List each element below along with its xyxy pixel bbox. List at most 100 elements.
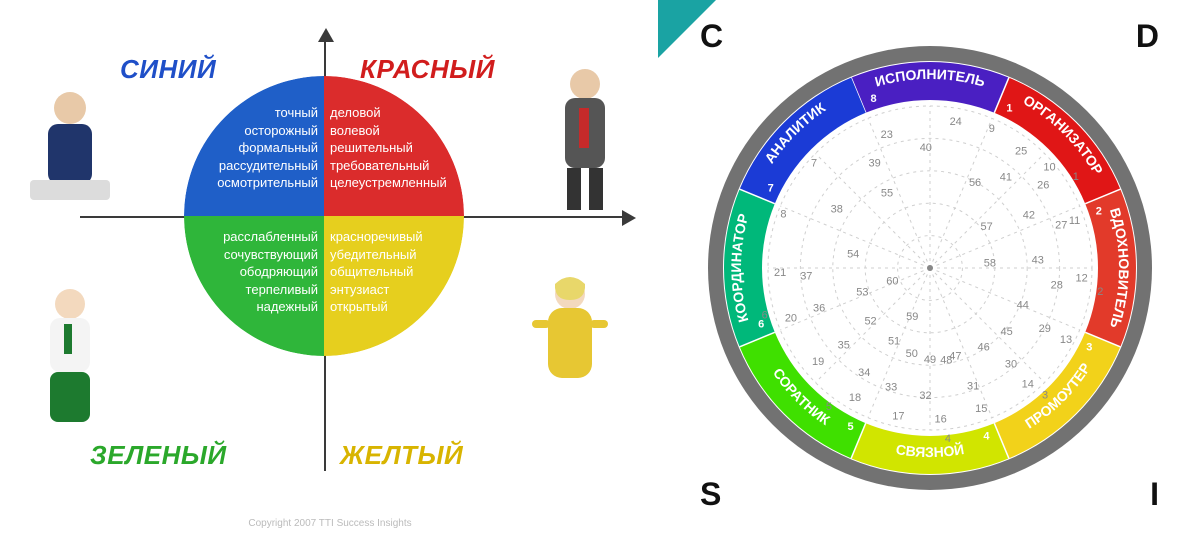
grid-number: 50 [905, 347, 917, 359]
grid-number: 31 [966, 380, 978, 392]
trait-yellow: общительный [330, 263, 423, 281]
traits-blue: точныйосторожныйформальныйрассудительный… [217, 104, 318, 192]
trait-red: волевой [330, 122, 447, 140]
traits-red: деловойволевойрешительныйтребовательныйц… [330, 104, 447, 192]
segment-tick: 4 [983, 430, 990, 442]
segment-tick: 2 [1095, 205, 1101, 217]
grid-number: 46 [977, 341, 989, 353]
wheel: ИСПОЛНИТЕЛЬОРГАНИЗАТОРВДОХНОВИТЕЛЬПРОМОУ… [700, 38, 1160, 498]
grid-number: 26 [1037, 179, 1049, 191]
trait-red: целеустремленный [330, 174, 447, 192]
grid-number: 43 [1031, 254, 1043, 266]
trait-blue: рассудительный [217, 157, 318, 175]
grid-number: 42 [1022, 209, 1034, 221]
grid-number: 54 [847, 248, 859, 260]
four-color-quadrant-diagram: точныйосторожныйформальныйрассудительный… [0, 0, 660, 535]
grid-number: 40 [919, 141, 931, 153]
trait-yellow: убедительный [330, 246, 423, 264]
grid-number: 35 [837, 339, 849, 351]
trait-red: решительный [330, 139, 447, 157]
grid-number: 30 [1004, 358, 1016, 370]
title-blue: СИНИЙ [120, 54, 216, 85]
grid-number: 18 [848, 391, 860, 403]
trait-blue: осторожный [217, 122, 318, 140]
grid-number: 52 [864, 315, 876, 327]
trait-blue: осмотрительный [217, 174, 318, 192]
grid-number: 29 [1038, 322, 1050, 334]
grid-number: 8 [780, 208, 786, 220]
grid-number: 55 [880, 187, 892, 199]
grid-number: 57 [980, 220, 992, 232]
grid-number: 27 [1055, 219, 1067, 231]
grid-number: 7 [811, 157, 817, 169]
traits-yellow: красноречивыйубедительныйобщительныйэнту… [330, 228, 423, 316]
trait-blue: точный [217, 104, 318, 122]
grid-number: 28 [1050, 279, 1062, 291]
grid-number: 53 [856, 286, 868, 298]
segment-tick: 8 [870, 93, 876, 105]
grid-number: 58 [983, 257, 995, 269]
grid-number: 39 [868, 157, 880, 169]
grid-number: 5 [825, 401, 831, 413]
trait-yellow: энтузиаст [330, 281, 423, 299]
disc-wheel-diagram: C D S I ИСПОЛНИТЕЛЬОРГАНИЗАТОРВДОХНОВИТЕ… [660, 0, 1199, 535]
grid-number: 25 [1014, 145, 1026, 157]
grid-number: 34 [858, 367, 870, 379]
grid-number: 44 [1016, 299, 1028, 311]
grid-number: 51 [887, 335, 899, 347]
trait-green: расслабленный [223, 228, 318, 246]
title-green: ЗЕЛЕНЫЙ [90, 440, 227, 471]
grid-number: 33 [884, 381, 896, 393]
grid-number: 11 [1068, 214, 1079, 226]
trait-yellow: открытый [330, 298, 423, 316]
grid-number: 19 [812, 355, 824, 367]
trait-green: сочувствующий [223, 246, 318, 264]
segment-tick: 6 [758, 318, 764, 330]
persona-red-illustration [535, 60, 635, 210]
grid-number: 12 [1075, 272, 1087, 284]
persona-yellow-illustration [520, 270, 620, 420]
grid-number: 38 [830, 203, 842, 215]
trait-red: деловой [330, 104, 447, 122]
grid-number: 24 [949, 116, 961, 128]
grid-number: 4 [944, 432, 950, 444]
grid-number: 17 [892, 410, 904, 422]
grid-number: 10 [1043, 161, 1055, 173]
persona-green-illustration [20, 280, 120, 430]
grid-number: 9 [988, 123, 994, 135]
grid-number: 14 [1021, 378, 1033, 390]
grid-number: 37 [800, 270, 812, 282]
grid-number: 41 [999, 171, 1011, 183]
grid-number: 2 [1097, 285, 1103, 297]
grid-number: 45 [1000, 326, 1012, 338]
segment-tick: 1 [1006, 102, 1012, 114]
quadrant-pie: точныйосторожныйформальныйрассудительный… [184, 76, 464, 356]
segment-tick: 7 [767, 182, 773, 194]
grid-number: 59 [906, 310, 918, 322]
title-red: КРАСНЫЙ [360, 54, 495, 85]
trait-green: терпеливый [223, 281, 318, 299]
grid-number: 20 [784, 312, 796, 324]
grid-number: 3 [1042, 389, 1048, 401]
grid-number: 1 [1072, 170, 1078, 182]
trait-green: надежный [223, 298, 318, 316]
segment-tick: 5 [847, 421, 853, 433]
trait-yellow: красноречивый [330, 228, 423, 246]
grid-number: 49 [923, 353, 935, 365]
grid-number: 48 [940, 354, 952, 366]
grid-number: 56 [968, 177, 980, 189]
traits-green: расслабленныйсочувствующийободряющийтерп… [223, 228, 318, 316]
persona-blue-illustration [20, 80, 120, 230]
title-yellow: ЖЕЛТЫЙ [340, 440, 463, 471]
trait-green: ободряющий [223, 263, 318, 281]
copyright: Copyright 2007 TTI Success Insights [0, 518, 660, 529]
grid-number: 15 [975, 402, 987, 414]
grid-number: 16 [934, 413, 946, 425]
trait-blue: формальный [217, 139, 318, 157]
grid-number: 23 [880, 128, 892, 140]
grid-number: 13 [1059, 334, 1071, 346]
grid-number: 60 [886, 275, 898, 287]
grid-number: 21 [773, 267, 785, 279]
grid-number: 32 [919, 389, 931, 401]
segment-tick: 3 [1086, 341, 1092, 353]
